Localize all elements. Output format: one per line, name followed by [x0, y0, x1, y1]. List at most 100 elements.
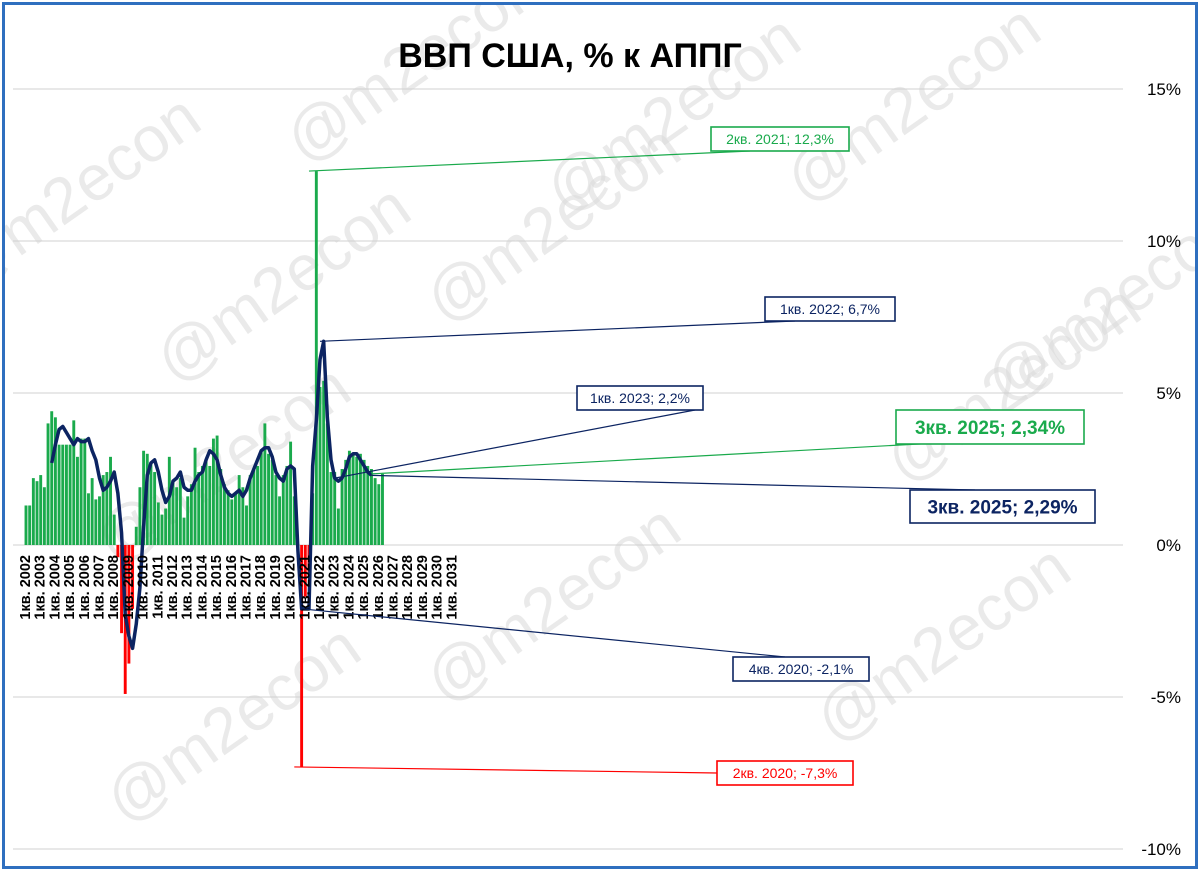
- bar: [31, 478, 35, 545]
- bar: [333, 472, 337, 545]
- y-tick-label: 5%: [1156, 384, 1181, 403]
- bar: [278, 496, 282, 545]
- x-tick-label: 1кв. 2029: [415, 555, 431, 620]
- annotations: 2кв. 2021; 12,3% 1кв. 2022; 6,7% 1кв. 2023…: [294, 126, 1096, 786]
- annotation-label: 2кв. 2021; 12,3%: [726, 131, 834, 147]
- bar: [329, 472, 333, 545]
- bar: [358, 453, 362, 545]
- bar: [149, 462, 153, 545]
- bar: [256, 465, 259, 545]
- bar: [219, 469, 223, 545]
- bar: [120, 545, 123, 634]
- annotation-label: 3кв. 2025; 2,34%: [915, 418, 1065, 439]
- x-tick-label: 1кв. 2025: [356, 555, 372, 620]
- annotation-box: [764, 296, 896, 322]
- bar: [46, 423, 50, 545]
- bar: [318, 386, 322, 545]
- y-axis-ticks: 15% 10% 5% 0% -5% -10%: [1141, 80, 1181, 859]
- bar: [127, 545, 131, 664]
- bar: [340, 469, 344, 545]
- x-tick-label: 1кв. 2030: [430, 555, 446, 620]
- bar: [300, 545, 304, 767]
- bar: [186, 496, 190, 545]
- x-tick-label: 1кв. 2024: [341, 555, 357, 620]
- x-tick-label: 1кв. 2020: [283, 555, 299, 620]
- annotation-leader: [371, 474, 976, 491]
- watermark-text: @m2econ: [5, 80, 213, 307]
- bar: [325, 423, 329, 545]
- bar: [362, 459, 366, 545]
- x-tick-label: 1кв. 2010: [136, 555, 152, 620]
- bar: [116, 545, 120, 558]
- bar: [83, 438, 87, 545]
- bar: [64, 444, 68, 545]
- bar: [351, 453, 355, 545]
- bar: [57, 444, 61, 545]
- bar: [68, 444, 72, 545]
- bar: [355, 456, 359, 545]
- y-tick-label: -10%: [1141, 840, 1181, 859]
- x-tick-label: 1кв. 2019: [268, 555, 284, 620]
- bar: [28, 505, 32, 545]
- bar: [234, 493, 237, 545]
- bar: [87, 493, 90, 545]
- bar: [241, 487, 245, 545]
- bar: [263, 423, 267, 545]
- x-tick-label: 1кв. 2013: [180, 555, 196, 620]
- bar: [252, 469, 256, 545]
- bar: [377, 484, 381, 545]
- gdp-chart: @m2econ@m2econ@m2econ@m2econ@m2econ@m2ec…: [5, 5, 1195, 859]
- bar: [303, 545, 307, 597]
- watermark-text: @m2econ: [802, 530, 1083, 757]
- annotation-box: [732, 656, 870, 682]
- bar: [105, 472, 109, 545]
- annotation-leader: [319, 320, 796, 342]
- bar: [211, 438, 215, 545]
- bar: [381, 473, 384, 545]
- watermark-text: @m2econ: [972, 190, 1195, 417]
- bar: [245, 505, 248, 545]
- bar: [101, 475, 105, 545]
- bar: [138, 487, 142, 545]
- bar: [24, 505, 28, 545]
- annotation-box: [895, 409, 1085, 445]
- annotation-leader: [334, 409, 696, 479]
- annotation-box: [909, 489, 1096, 524]
- annotation-label: 4кв. 2020; -2,1%: [749, 661, 854, 677]
- bar: [267, 453, 270, 545]
- y-tick-label: 10%: [1147, 232, 1181, 251]
- bar: [182, 517, 186, 545]
- x-tick-label: 1кв. 2016: [224, 555, 240, 620]
- bar: [193, 447, 197, 545]
- annotation-label: 1кв. 2022; 6,7%: [780, 301, 880, 317]
- bar: [131, 545, 135, 609]
- x-tick-label: 1кв. 2031: [444, 555, 460, 620]
- x-tick-label: 1кв. 2028: [400, 555, 416, 620]
- x-tick-label: 1кв. 2006: [77, 555, 93, 620]
- bar: [35, 481, 39, 545]
- bar: [344, 459, 348, 545]
- annotation-label: 2кв. 2020; -7,3%: [733, 765, 838, 781]
- bar: [72, 420, 76, 545]
- x-tick-label: 1кв. 2004: [47, 555, 63, 620]
- x-tick-label: 1кв. 2022: [312, 555, 328, 620]
- x-tick-label: 1кв. 2002: [18, 555, 34, 620]
- bar: [237, 475, 241, 545]
- bar: [223, 484, 226, 545]
- bar: [200, 465, 204, 545]
- chart-title: ВВП США, % к АППГ: [398, 37, 742, 75]
- bar: [160, 514, 164, 545]
- bar: [322, 380, 326, 545]
- series-line: [50, 339, 373, 651]
- bar: [109, 456, 112, 545]
- bar: [76, 456, 79, 545]
- bar: [134, 526, 138, 545]
- watermark-text: @m2econ: [142, 170, 423, 397]
- annotation-box: [576, 385, 704, 411]
- bar: [42, 487, 46, 545]
- bar: [142, 450, 146, 545]
- annotation-label: 3кв. 2025; 2,29%: [927, 497, 1077, 518]
- bar: [164, 508, 168, 545]
- bar: [50, 411, 54, 545]
